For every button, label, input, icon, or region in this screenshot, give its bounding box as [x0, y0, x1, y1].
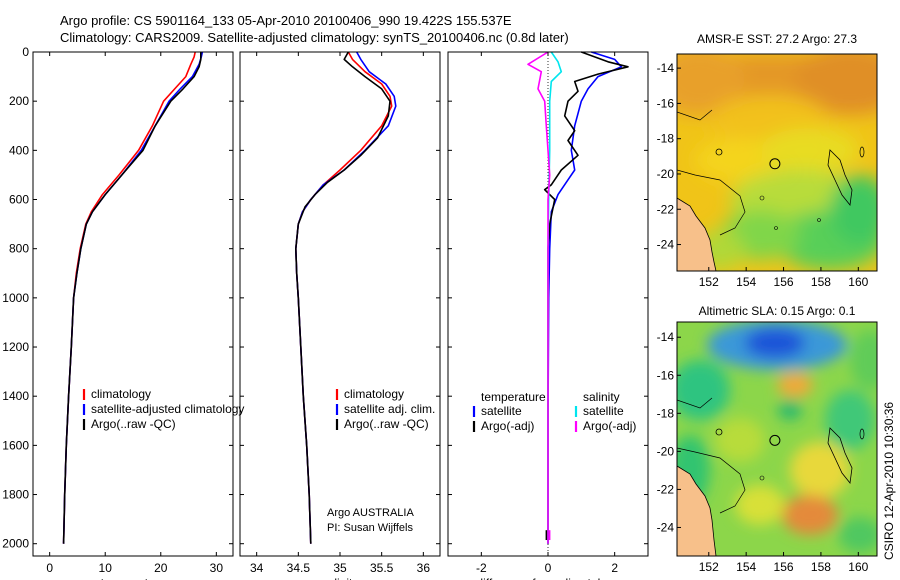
x-tick-label: 10: [99, 561, 113, 575]
map-y-tick-label: -24: [657, 520, 675, 534]
legend-label: climatology: [344, 387, 404, 401]
map-x-tick-label: 158: [811, 560, 831, 574]
difference-series-salinity-satellite: [547, 51, 563, 544]
legend-label: Argo(..raw -QC): [344, 417, 429, 431]
map-x-tick-label: 158: [811, 275, 831, 289]
legend-header-temperature: temperature: [481, 390, 546, 404]
temperature-panel: 0 10 20 30 temperature 0 200 400 600 800 1000 1200 1…: [2, 45, 244, 580]
sst-map-axes: 152 154 156 158 160 -14 -16 -18 -20 -22 -24: [657, 61, 869, 289]
sla-map-frame: [676, 321, 878, 557]
temperature-series-argo-raw-qc-: [62, 52, 202, 544]
sst-argo-position-marker: [769, 158, 781, 170]
y-tick-label: 600: [9, 193, 29, 207]
legend-label: satellite: [481, 404, 522, 418]
map-y-tick-label: -20: [657, 444, 675, 458]
map-x-tick-label: 160: [848, 275, 868, 289]
x-tick-label: 30: [210, 561, 224, 575]
map-y-tick-label: -18: [657, 406, 675, 420]
map-x-tick-label: 152: [699, 560, 719, 574]
figure-title-line2: Climatology: CARS2009. Satellite-adjuste…: [60, 30, 569, 45]
map-x-tick-label: 154: [736, 560, 756, 574]
temperature-series-satellite-adjusted-climatology: [62, 51, 204, 544]
map-y-tick-label: -24: [657, 238, 675, 252]
map-y-tick-label: -16: [657, 96, 675, 110]
sst-map-land: [677, 197, 717, 271]
salinity-xlabel: salinity: [322, 576, 359, 580]
map-y-tick-label: -14: [657, 330, 675, 344]
legend-label: satellite adj. clim.: [344, 402, 435, 416]
sla-argo-position-marker: [769, 434, 781, 446]
map-x-tick-label: 152: [699, 275, 719, 289]
sst-map-title: AMSR-E SST: 27.2 Argo: 27.3: [697, 32, 857, 46]
figure-title-line1: Argo profile: CS 5901164_133 05-Apr-2010…: [60, 13, 512, 28]
legend-label: satellite-adjusted climatology: [91, 402, 244, 416]
temperature-xlabel: temperature: [101, 576, 166, 580]
difference-xlabel: difference from climatology: [476, 576, 619, 580]
salinity-axes-frame: [239, 51, 441, 557]
y-tick-label: 1800: [2, 488, 29, 502]
y-tick-label: 1400: [2, 389, 29, 403]
sla-map-axes: 152 154 156 158 160 -14 -16 -18 -20 -22 -24: [657, 330, 869, 574]
sla-map-land: [677, 465, 717, 556]
x-tick-label: 20: [154, 561, 168, 575]
sla-map-title: Altimetric SLA: 0.15 Argo: 0.1: [699, 304, 856, 318]
difference-panel: -2 0 2difference from climatology temperatu…: [447, 51, 649, 580]
difference-series-temperature-satellite: [547, 51, 623, 544]
difference-series-temperature-argo-adj-: [543, 51, 629, 544]
x-tick-label: 34.5: [287, 561, 311, 575]
y-tick-label: 2000: [2, 537, 29, 551]
pi-name-label: PI: Susan Wijffels: [327, 522, 413, 534]
salinity-panel: 34 34.5 35 35.5 36 salinity climatologysatelli…: [239, 51, 441, 580]
y-tick-label: 1600: [2, 438, 29, 452]
y-tick-label: 400: [9, 143, 29, 157]
x-tick-label: 34: [250, 561, 264, 575]
x-tick-label: -2: [476, 561, 487, 575]
map-y-tick-label: -14: [657, 61, 675, 75]
sst-map-field: [677, 54, 877, 271]
x-tick-label: 2: [611, 561, 618, 575]
sla-map-panel: Altimetric SLA: 0.15 Argo: 0.1 152 154 156…: [657, 304, 878, 574]
map-x-tick-label: 160: [848, 560, 868, 574]
legend-label: climatology: [91, 387, 151, 401]
x-tick-label: 0: [545, 561, 552, 575]
y-tick-label: 1000: [2, 291, 29, 305]
map-y-tick-label: -22: [657, 482, 675, 496]
csiro-timestamp-label: CSIRO 12-Apr-2010 10:30:36: [882, 402, 896, 560]
legend-label: Argo(-adj): [481, 419, 534, 433]
sla-map-field: [677, 322, 877, 556]
x-tick-label: 35: [333, 561, 347, 575]
sst-map-panel: AMSR-E SST: 27.2 Argo: 27.3 152 154 156 158…: [657, 32, 878, 289]
map-y-tick-label: -20: [657, 167, 675, 181]
map-y-tick-label: -18: [657, 132, 675, 146]
x-tick-label: 0: [46, 561, 53, 575]
map-x-tick-label: 154: [736, 275, 756, 289]
sst-map-frame: [676, 53, 878, 272]
salinity-series-argo-raw-qc-: [294, 51, 391, 544]
temperature-series-climatology: [62, 51, 196, 544]
x-tick-label: 35.5: [370, 561, 394, 575]
difference-series-salinity-argo-adj-: [527, 51, 551, 544]
map-y-tick-label: -22: [657, 202, 675, 216]
legend-header-salinity: salinity: [583, 390, 620, 404]
argo-program-label: Argo AUSTRALIA: [327, 507, 414, 519]
map-x-tick-label: 156: [774, 560, 794, 574]
temperature-axes-frame: [32, 51, 234, 557]
legend-label: Argo(-adj): [583, 419, 636, 433]
y-tick-label: 1200: [2, 340, 29, 354]
salinity-series-climatology: [294, 51, 393, 544]
map-y-tick-label: -16: [657, 368, 675, 382]
map-x-tick-label: 156: [774, 275, 794, 289]
y-tick-label: 0: [22, 45, 29, 59]
y-tick-label: 800: [9, 242, 29, 256]
legend-label: Argo(..raw -QC): [91, 417, 176, 431]
x-tick-label: 36: [417, 561, 431, 575]
legend-label: satellite: [583, 404, 624, 418]
y-tick-label: 200: [9, 94, 29, 108]
